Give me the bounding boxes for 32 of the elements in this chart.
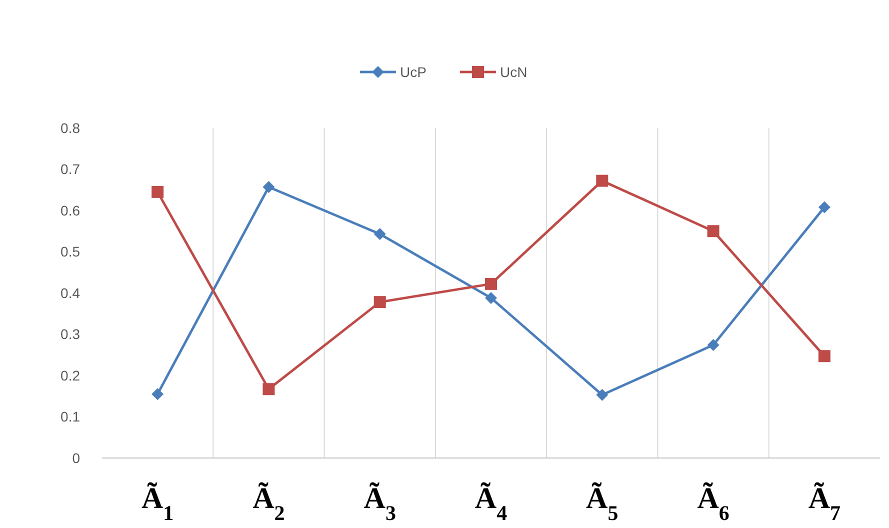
point	[374, 228, 386, 240]
x-tick-label: Ã$_{6}$	[697, 482, 730, 525]
point	[485, 278, 497, 290]
point	[262, 180, 275, 193]
point	[707, 338, 720, 351]
point	[152, 388, 164, 400]
y-tick-label: 0.8	[60, 120, 80, 136]
x-tick-label: Ã$_{4}$	[474, 482, 508, 525]
y-tick-label: 0.4	[60, 284, 80, 301]
y-tick-label: 0	[72, 450, 80, 466]
y-tick-label: 0.7	[60, 161, 80, 178]
point	[818, 201, 830, 214]
x-tick-label: Ã$_{7}$	[808, 482, 841, 525]
point	[152, 186, 164, 198]
legend-label: UcP	[400, 64, 426, 80]
y-tick-label: 0.3	[60, 326, 80, 342]
y-tick-label: 0.6	[60, 202, 80, 218]
point	[596, 388, 608, 401]
x-tick-label: Ã$_{2}$	[252, 482, 285, 525]
point	[818, 350, 830, 362]
y-tick-label: 0.2	[60, 367, 80, 384]
point	[596, 174, 608, 187]
point	[374, 296, 386, 308]
x-tick-label: Ã$_{1}$	[141, 482, 174, 525]
point	[707, 225, 720, 238]
y-tick-label: 0.5	[60, 244, 80, 260]
legend-label: UcN	[500, 64, 528, 80]
point	[485, 292, 497, 304]
point	[262, 383, 275, 396]
x-tick-label: Ã$_{3}$	[364, 482, 396, 525]
y-tick-label: 0.1	[60, 408, 80, 425]
x-tick-label: Ã$_{5}$	[586, 482, 618, 525]
